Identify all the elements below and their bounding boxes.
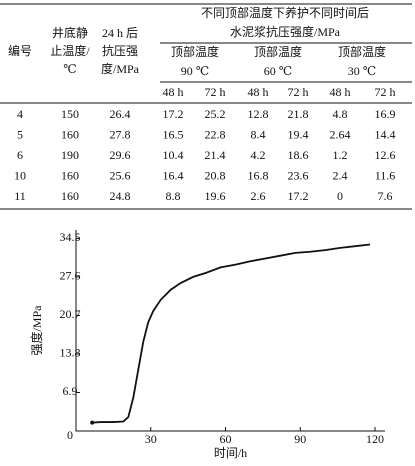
table-cell: 8.4: [251, 127, 266, 141]
table-cell: 4.8: [333, 107, 348, 121]
x-tick-label: 30: [145, 432, 157, 446]
table-cell: 160: [61, 168, 79, 182]
table-cell: 18.6: [288, 148, 309, 162]
y-tick-label: 34.5: [60, 230, 81, 244]
table-cell: 26.4: [110, 107, 131, 121]
subgroup-header: 顶部温度: [338, 44, 386, 59]
sub-header: 72 h: [288, 85, 309, 99]
table-cell: 29.6: [110, 148, 131, 162]
table-cell: 1.2: [333, 148, 348, 162]
x-tick-label: 60: [220, 432, 232, 446]
column-header: 编号: [8, 43, 32, 58]
column-header: 抗压强: [102, 43, 138, 58]
table-cell: 6: [17, 148, 23, 162]
start-point: [90, 420, 95, 425]
column-header: 度/MPa: [101, 61, 140, 76]
sub-header: 48 h: [163, 85, 184, 99]
table-cell: 150: [61, 107, 79, 121]
table-cell: 4: [17, 107, 23, 121]
table-cell: 190: [61, 148, 79, 162]
subgroup-header: 顶部温度: [171, 44, 219, 59]
table-cell: 25.2: [205, 107, 226, 121]
table-cell: 17.2: [288, 189, 309, 203]
table-cell: 8.8: [166, 189, 181, 203]
table-cell: 14.4: [375, 127, 396, 141]
column-header: 井底静: [52, 25, 88, 40]
y-tick-label: 6.9: [63, 384, 78, 398]
table-cell: 0: [337, 189, 343, 203]
x-axis-label: 时间/h: [214, 446, 247, 460]
table-cell: 16.5: [163, 127, 184, 141]
sub-header: 48 h: [330, 85, 351, 99]
table-cell: 10: [14, 168, 26, 182]
table-cell: 160: [61, 127, 79, 141]
table-cell: 21.4: [205, 148, 226, 162]
y-tick-label: 0: [67, 428, 73, 442]
y-axis-label: 强度/MPa: [29, 305, 44, 356]
subgroup-header: 30 ℃: [348, 64, 376, 78]
table-cell: 17.2: [163, 107, 184, 121]
table-cell: 2.64: [330, 127, 351, 141]
table-cell: 20.8: [205, 168, 226, 182]
table-cell: 12.8: [248, 107, 269, 121]
column-header: 24 h 后: [102, 26, 138, 40]
y-tick-label: 13.8: [60, 346, 81, 360]
table-cell: 19.4: [288, 127, 309, 141]
table-cell: 11: [14, 189, 26, 203]
y-tick-label: 27.6: [60, 269, 81, 283]
table-cell: 7.6: [378, 189, 393, 203]
table-cell: 4.2: [251, 148, 266, 162]
x-tick-label: 120: [366, 432, 384, 446]
table-cell: 11.6: [375, 168, 396, 182]
axis-line: [75, 230, 385, 432]
table-cell: 2.4: [333, 168, 348, 182]
column-header: ℃: [63, 62, 76, 76]
table-cell: 5: [17, 127, 23, 141]
table-cell: 160: [61, 189, 79, 203]
subgroup-header: 90 ℃: [181, 64, 209, 78]
y-tick-label: 20.7: [60, 307, 81, 321]
table-cell: 16.9: [375, 107, 396, 121]
sub-header: 72 h: [375, 85, 396, 99]
subgroup-header: 60 ℃: [264, 64, 292, 78]
table-cell: 21.8: [288, 107, 309, 121]
data-line: [92, 243, 371, 424]
table-cell: 27.8: [110, 127, 131, 141]
x-tick-label: 90: [294, 432, 306, 446]
subgroup-header: 顶部温度: [254, 44, 302, 59]
table-cell: 16.4: [163, 168, 184, 182]
table-cell: 10.4: [163, 148, 184, 162]
table-cell: 24.8: [110, 189, 131, 203]
table-cell: 23.6: [288, 168, 309, 182]
table-cell: 12.6: [375, 148, 396, 162]
table-cell: 2.6: [251, 189, 266, 203]
group-header: 不同顶部温度下养护不同时间后: [201, 5, 369, 20]
table-cell: 25.6: [110, 168, 131, 182]
table-cell: 22.8: [205, 127, 226, 141]
sub-header: 72 h: [205, 85, 226, 99]
sub-header: 48 h: [248, 85, 269, 99]
table-cell: 19.6: [205, 189, 226, 203]
column-header: 止温度/: [50, 43, 90, 58]
table-cell: 16.8: [248, 168, 269, 182]
group-header: 水泥浆抗压强度/MPa: [230, 24, 341, 39]
